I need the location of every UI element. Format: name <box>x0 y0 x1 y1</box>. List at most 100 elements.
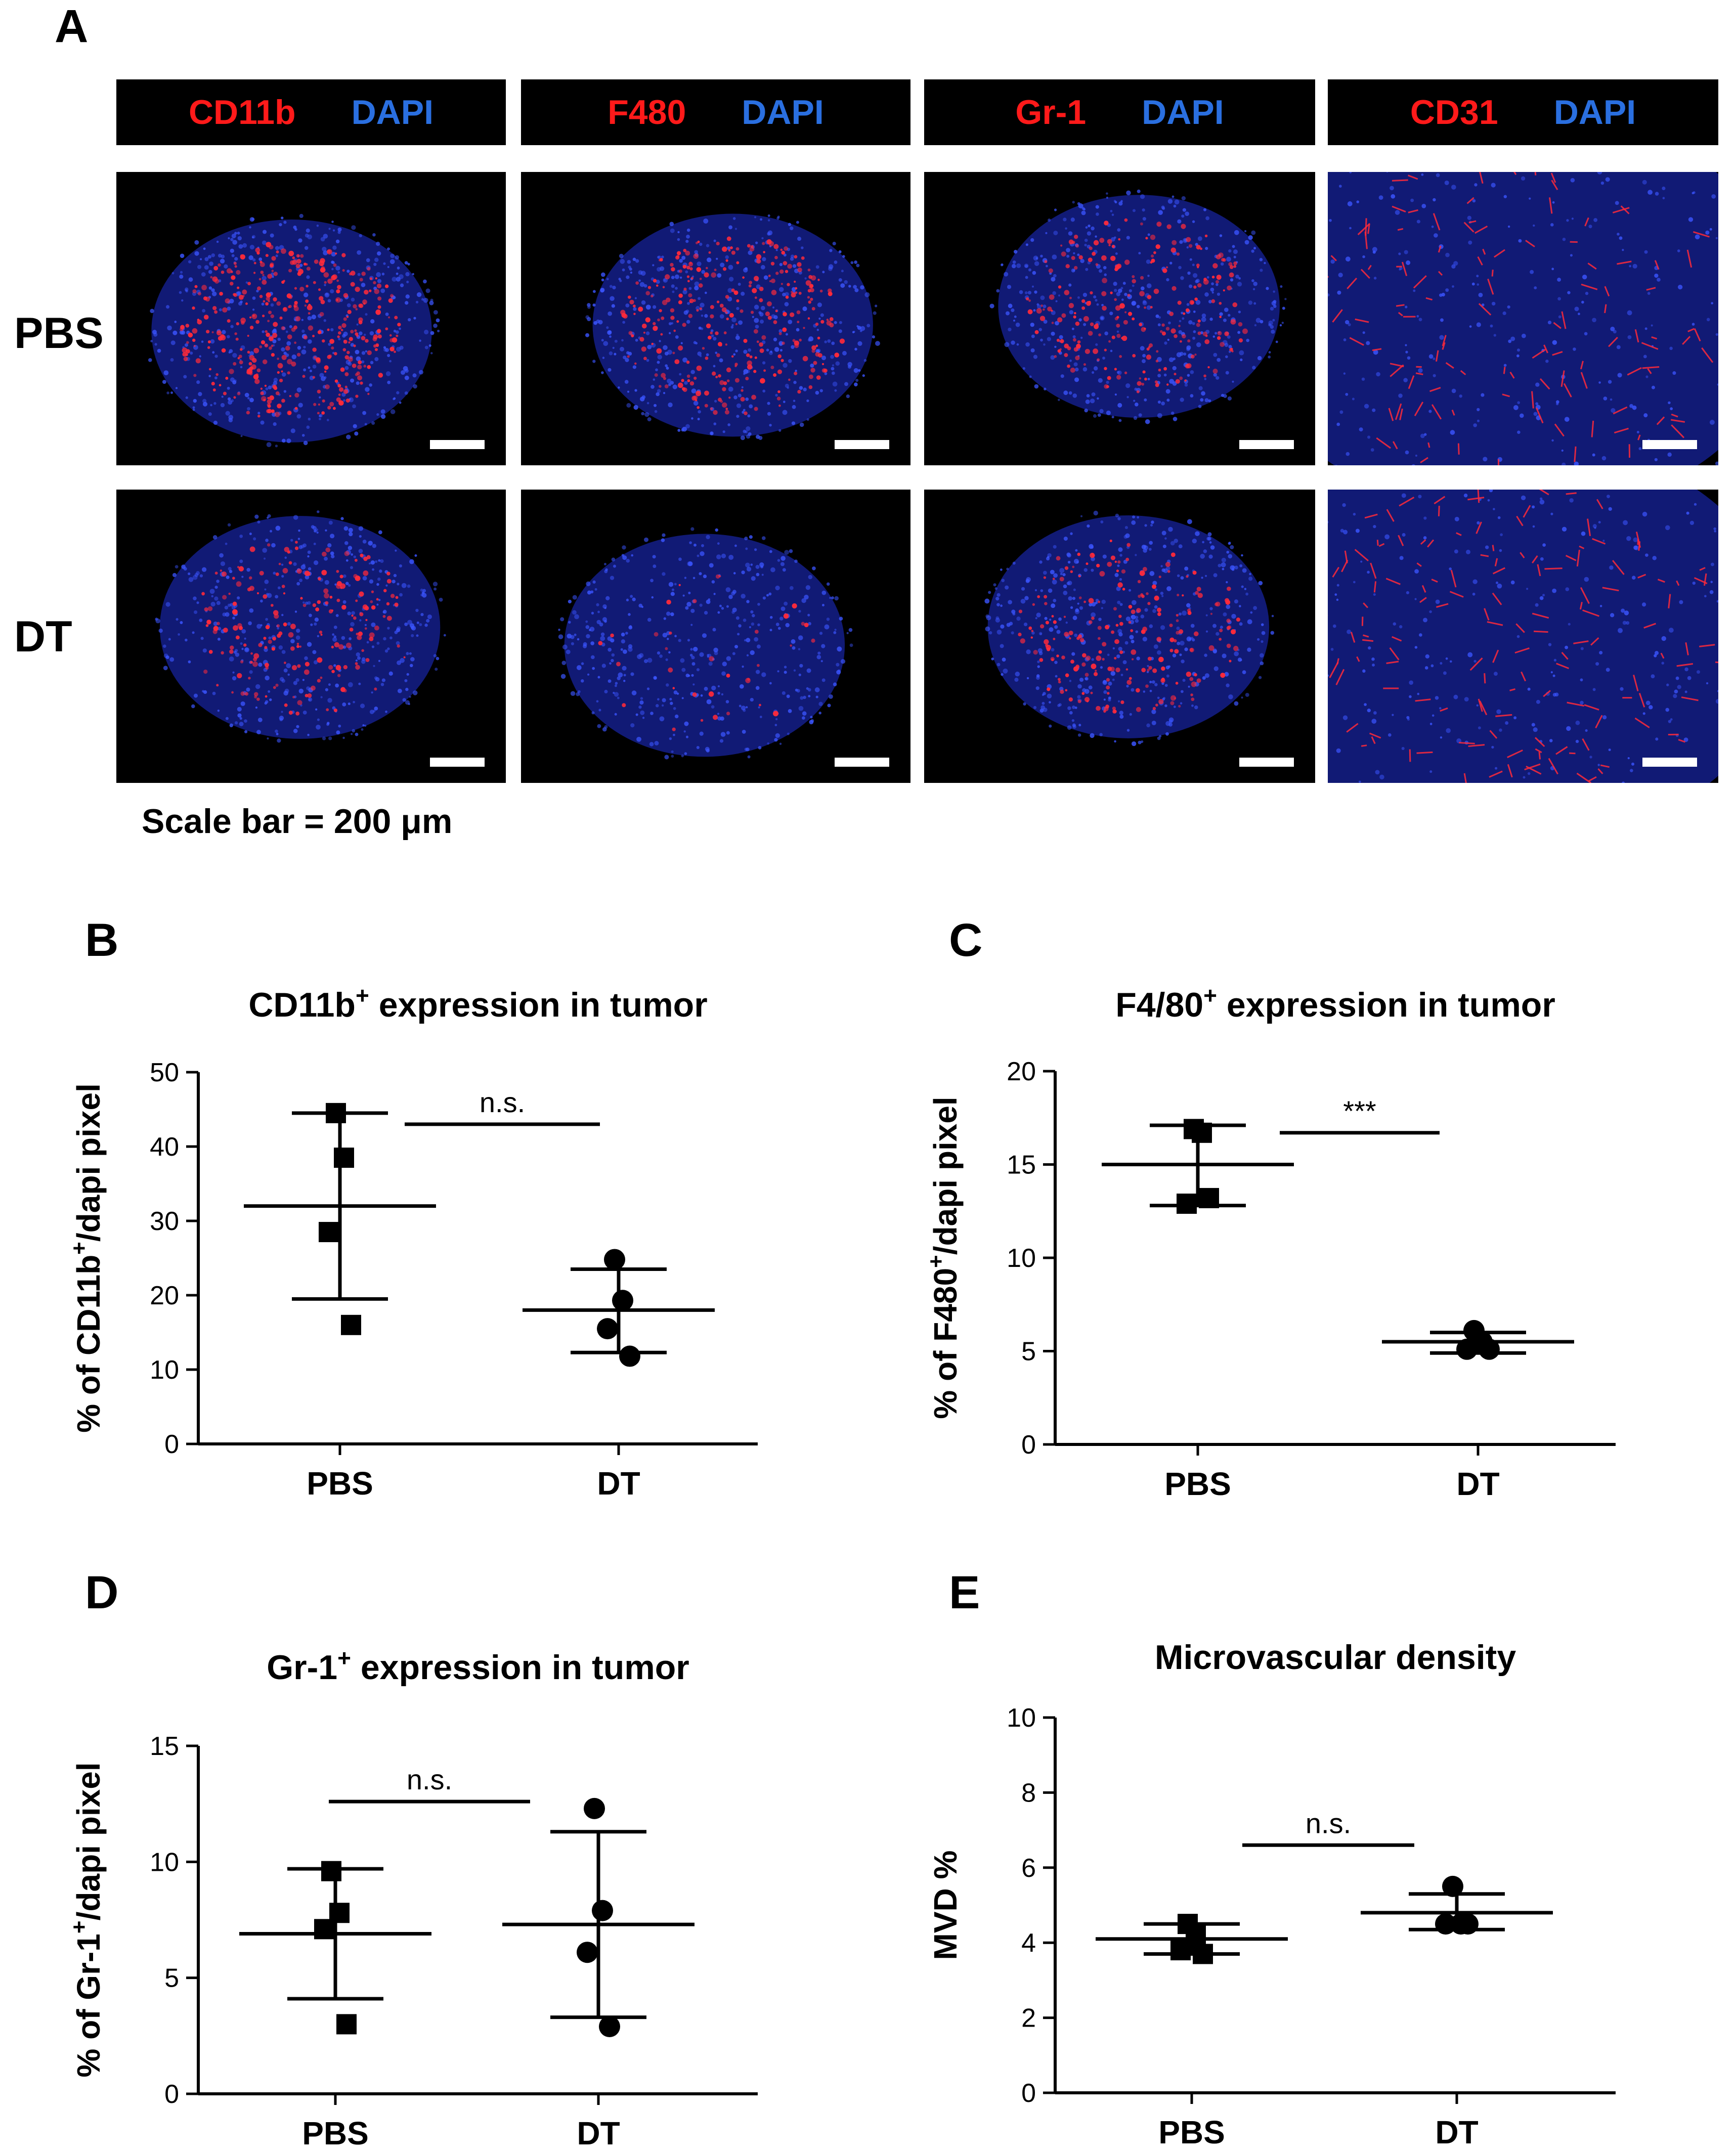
chart-panel-c: C F4/80+ expression in tumor % of F480+/da… <box>868 895 1736 1527</box>
y-axis-label: MVD % <box>927 1851 964 1960</box>
data-point <box>314 1919 334 1940</box>
significance-label: n.s. <box>407 1764 452 1795</box>
y-tick-label: 10 <box>1007 1244 1036 1273</box>
y-tick-label: 20 <box>150 1281 179 1310</box>
panel-letter-a: A <box>55 1 89 52</box>
chart-title: F4/80+ expression in tumor <box>1115 982 1555 1024</box>
header-f480-dapi: F480 DAPI <box>521 79 910 145</box>
x-tick-label: DT <box>597 1465 640 1502</box>
micrograph-dt-gr-1 <box>924 490 1315 783</box>
y-tick-label: 0 <box>164 2080 179 2109</box>
data-point <box>577 1942 598 1963</box>
y-tick-label: 10 <box>1007 1703 1036 1733</box>
data-point <box>1170 1940 1191 1961</box>
tissue-region <box>564 534 845 757</box>
x-tick-label: PBS <box>307 1465 373 1502</box>
panel-letter: E <box>949 1567 980 1618</box>
header-cd11b-dapi: CD11b DAPI <box>116 79 506 145</box>
micrograph-dt-cd11b <box>116 490 506 783</box>
data-point <box>612 1290 633 1311</box>
data-point <box>1435 1913 1456 1935</box>
chart-panel-e: E Microvascular density MVD % 0 2 4 6 8 10 PBS DT n… <box>868 1553 1736 2153</box>
y-tick-label: 8 <box>1021 1778 1036 1808</box>
data-point <box>1199 1188 1219 1208</box>
row-label-pbs: PBS <box>14 309 104 358</box>
header-stain: DAPI <box>1553 93 1636 131</box>
micrograph-dt-cd31 <box>1328 490 1718 783</box>
y-tick-label: 5 <box>164 1964 179 1993</box>
scale-bar <box>430 440 485 449</box>
y-tick-label: 4 <box>1021 1928 1036 1958</box>
micrograph-pbs-cd31 <box>1328 172 1718 465</box>
y-tick-label: 6 <box>1021 1854 1036 1883</box>
data-point <box>321 1861 341 1881</box>
header-stain: DAPI <box>1142 93 1224 131</box>
panel-letter: C <box>949 914 982 966</box>
data-point <box>584 1797 605 1819</box>
data-point <box>599 2015 620 2037</box>
y-axis-label: % of CD11b+/dapi pixel <box>67 1083 107 1433</box>
significance-label: *** <box>1343 1095 1376 1127</box>
series-pbs <box>244 1103 436 1335</box>
header-stain: DAPI <box>742 93 824 131</box>
data-point <box>592 1900 613 1921</box>
data-point <box>1193 1944 1213 1964</box>
series-pbs <box>1096 1914 1288 1964</box>
chart-title: CD11b+ expression in tumor <box>248 982 707 1024</box>
series-dt <box>1361 1875 1553 1935</box>
header-marker: F480 <box>607 93 686 131</box>
chart-d-svg: D Gr-1+ expression in tumor % of Gr-1+/dap… <box>67 1567 758 2151</box>
y-tick-label: 15 <box>150 1732 179 1761</box>
y-axis-label: % of F480+/dapi pixel <box>924 1096 964 1419</box>
y-tick-label: 10 <box>150 1848 179 1877</box>
data-point <box>1479 1338 1500 1360</box>
scale-bar <box>835 440 889 449</box>
micrograph-pbs-cd11b <box>116 172 506 465</box>
data-point <box>326 1103 346 1123</box>
scale-bar <box>835 758 889 767</box>
header-marker: CD11b <box>188 93 296 131</box>
micrograph-pbs-gr-1 <box>924 172 1315 465</box>
scale-bar <box>1642 758 1697 767</box>
data-point <box>1192 1122 1212 1143</box>
micrograph-dt-f480 <box>521 490 910 783</box>
data-point <box>1177 1193 1197 1214</box>
chart-b-svg: B CD11b+ expression in tumor % of CD11b+/d… <box>67 914 758 1502</box>
tissue-region <box>1328 172 1718 465</box>
chart-panel-b: B CD11b+ expression in tumor % of CD11b+/d… <box>0 895 868 1527</box>
tissue-region <box>1328 490 1718 783</box>
series-dt <box>523 1249 715 1367</box>
y-tick-label: 0 <box>1021 2079 1036 2108</box>
y-tick-label: 50 <box>150 1058 179 1087</box>
header-stain: DAPI <box>351 93 434 131</box>
data-point <box>597 1318 618 1340</box>
chart-e-svg: E Microvascular density MVD % 0 2 4 6 8 10 PBS DT n… <box>927 1567 1616 2150</box>
series-dt <box>1382 1320 1574 1360</box>
chart-c-svg: C F4/80+ expression in tumor % of F480+/da… <box>924 914 1616 1502</box>
y-tick-label: 30 <box>150 1207 179 1236</box>
data-point <box>334 1148 354 1168</box>
scale-bar <box>1239 758 1294 767</box>
chart-title: Gr-1+ expression in tumor <box>267 1645 689 1687</box>
micrograph-pbs-f480 <box>521 172 910 465</box>
row-label-dt: DT <box>14 612 72 661</box>
data-point <box>319 1222 339 1243</box>
scale-bar <box>430 758 485 767</box>
chart-title: Microvascular density <box>1155 1638 1516 1677</box>
y-axis-label: % of Gr-1+/dapi pixel <box>67 1762 107 2077</box>
data-point <box>341 1314 361 1335</box>
data-point <box>1456 1338 1478 1360</box>
y-tick-label: 0 <box>1021 1430 1036 1460</box>
y-tick-label: 40 <box>150 1132 179 1162</box>
header-cd31-dapi: CD31 DAPI <box>1328 79 1718 145</box>
y-tick-label: 5 <box>1021 1337 1036 1367</box>
panel-letter: B <box>85 914 118 966</box>
scale-bar-note: Scale bar = 200 μm <box>142 802 453 841</box>
data-point <box>1457 1913 1479 1935</box>
significance-label: n.s. <box>480 1086 525 1118</box>
y-tick-label: 15 <box>1007 1151 1036 1180</box>
x-tick-label: PBS <box>302 2115 369 2151</box>
x-tick-label: DT <box>1435 2114 1478 2150</box>
y-tick-label: 20 <box>1007 1057 1036 1086</box>
y-tick-label: 0 <box>164 1430 179 1459</box>
